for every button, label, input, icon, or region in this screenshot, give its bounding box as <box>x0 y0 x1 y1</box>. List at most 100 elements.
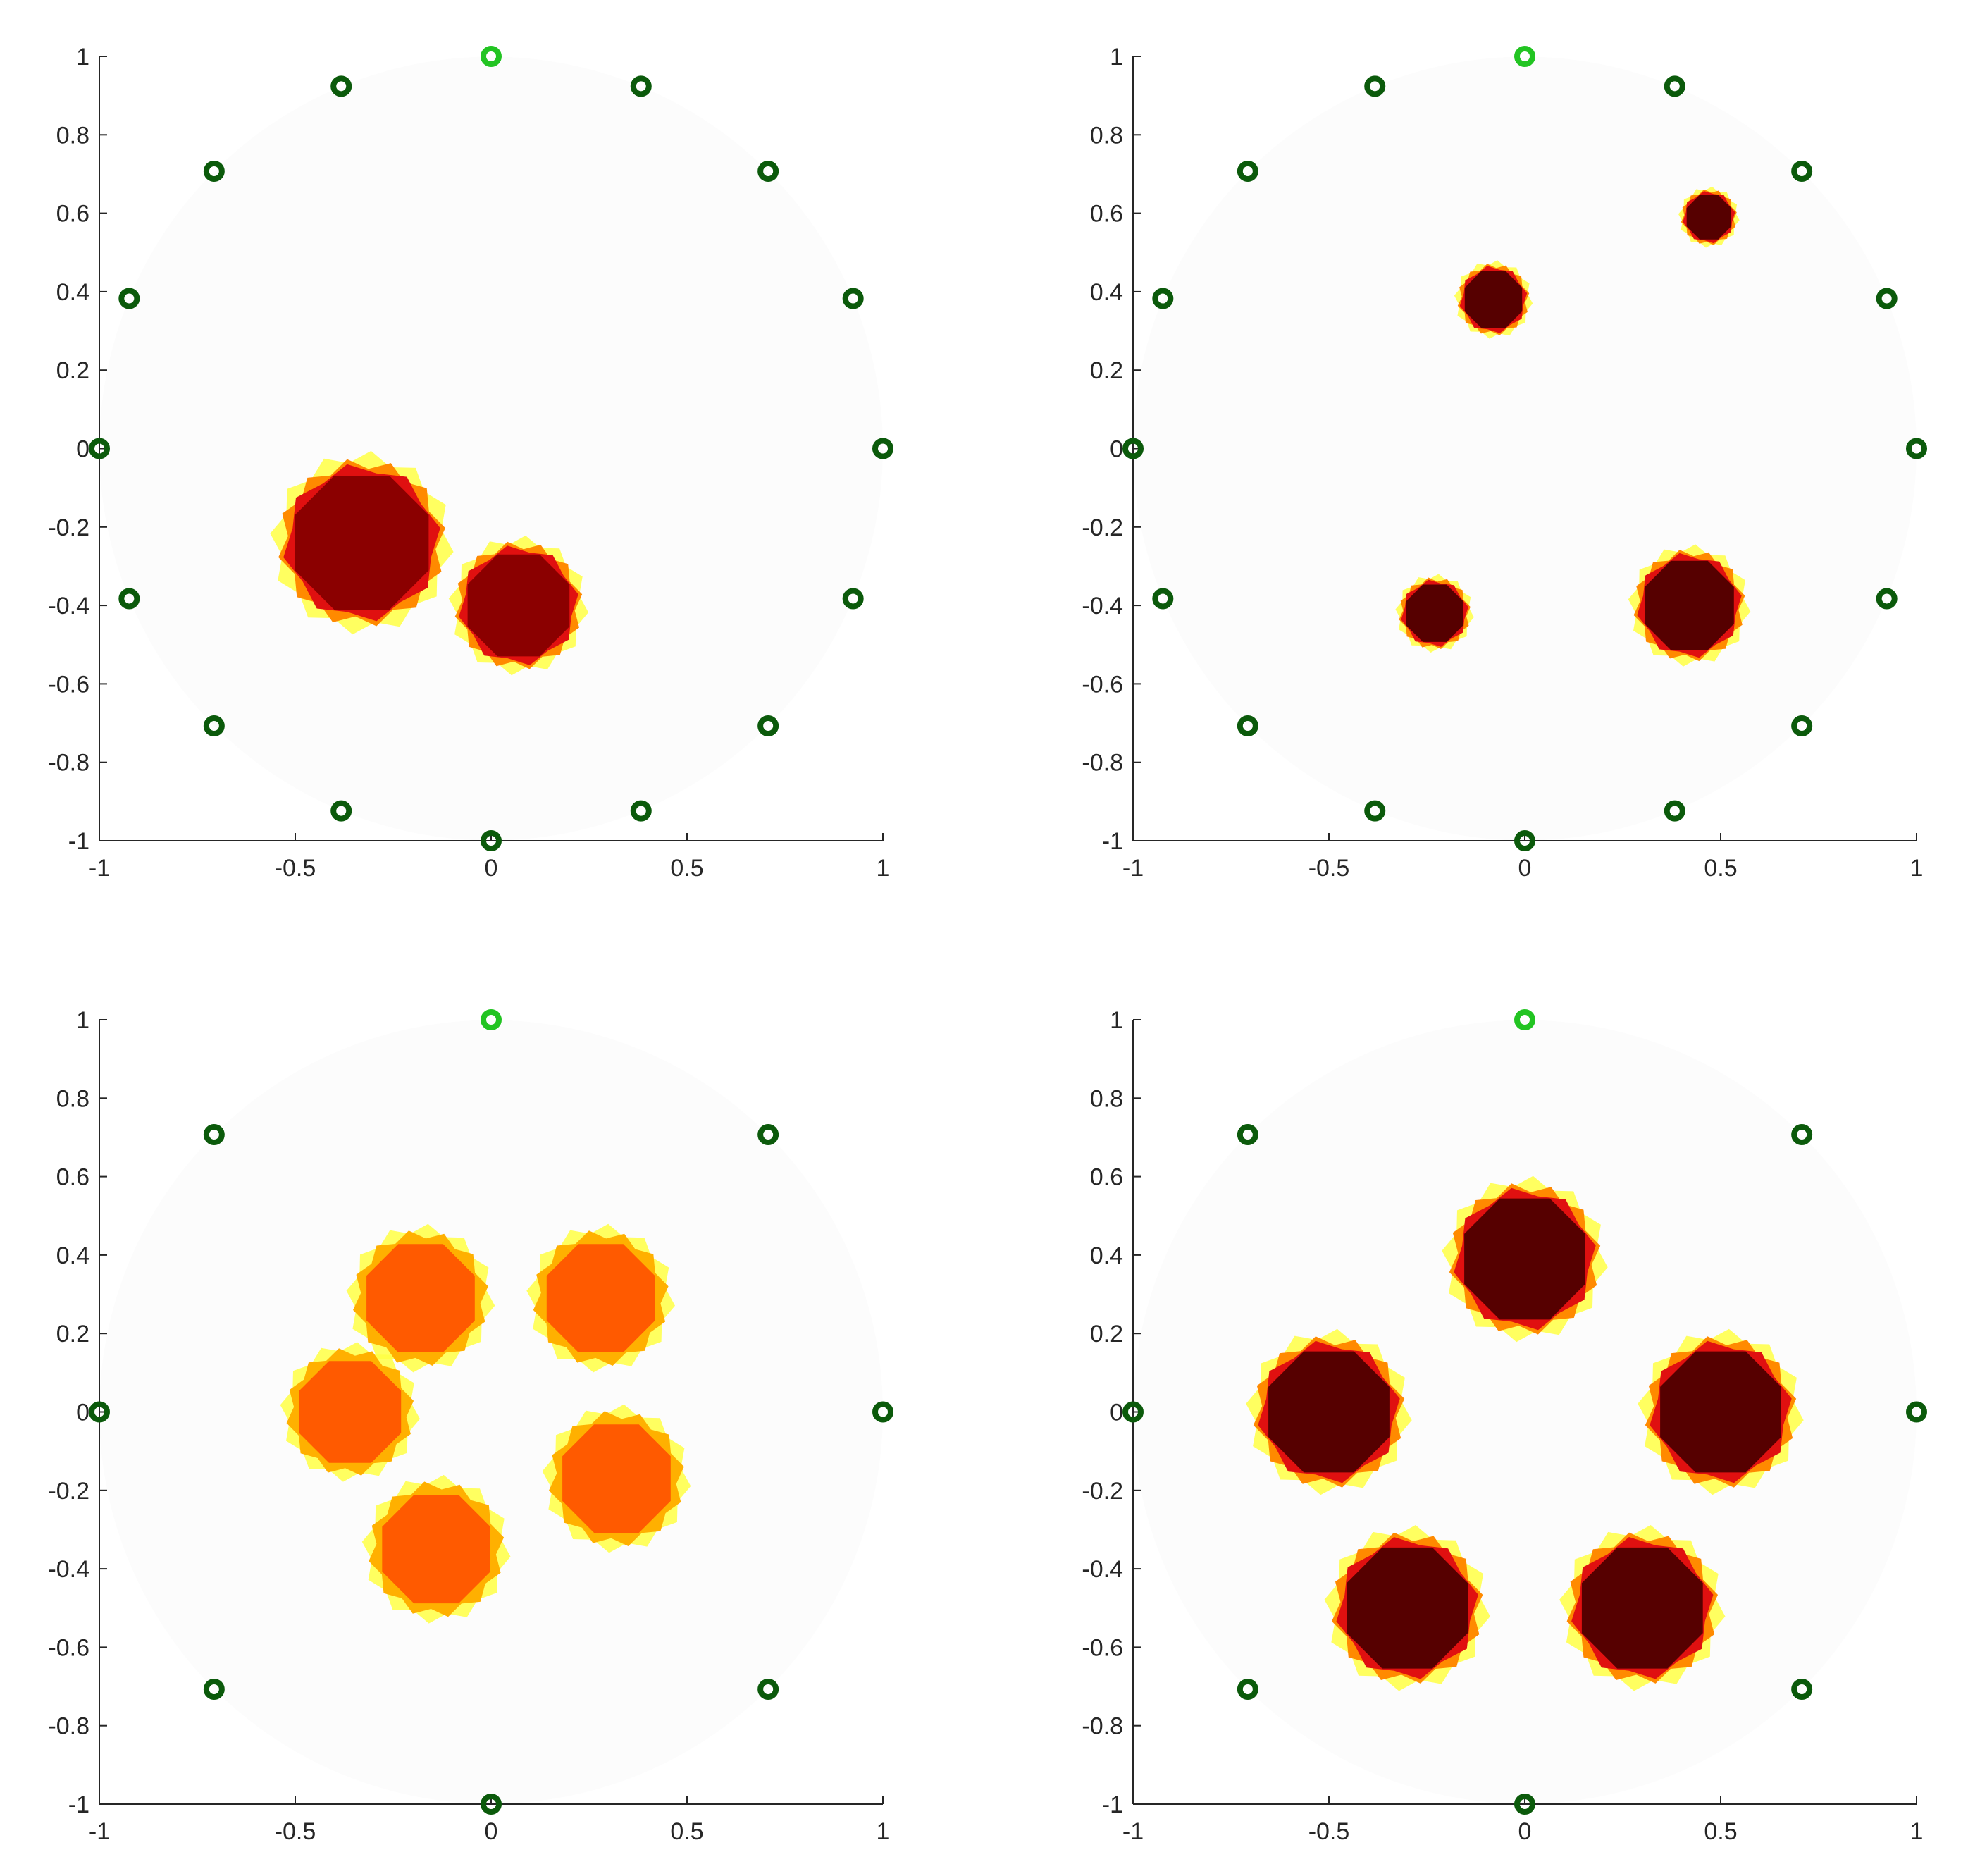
electrode-marker <box>842 288 864 309</box>
electrode-marker <box>203 1123 225 1145</box>
x-tick-label: 0 <box>485 855 498 882</box>
y-tick-label: -0.8 <box>1082 750 1123 777</box>
y-tick-label: -0.4 <box>1082 593 1123 619</box>
electrode-marker <box>757 1123 779 1145</box>
y-tick-label: 0.2 <box>1090 357 1123 384</box>
inclusion-core <box>467 554 570 657</box>
x-tick-label: 0.5 <box>1704 855 1737 882</box>
electrode-marker <box>1364 75 1386 97</box>
y-tick-label: -0.2 <box>1082 514 1123 541</box>
inclusion-1 <box>1454 260 1533 339</box>
electrode-marker <box>630 800 652 822</box>
electrode-marker <box>118 588 140 610</box>
y-tick-label: 0.8 <box>56 1085 89 1112</box>
inclusion-core <box>382 1495 490 1604</box>
x-tick-label: -0.5 <box>1308 855 1350 882</box>
electrode-marker <box>203 160 225 182</box>
y-tick-label: -0.6 <box>48 1634 89 1661</box>
y-tick-label: -1 <box>1102 1791 1123 1818</box>
electrode-marker-highlighted <box>481 1009 502 1030</box>
electrode-marker <box>1152 588 1174 610</box>
electrode-marker <box>1791 160 1813 182</box>
electrode-marker <box>330 800 352 822</box>
electrode-marker <box>1237 1679 1258 1701</box>
x-tick-label: -1 <box>1122 1818 1144 1845</box>
y-tick-label: -0.6 <box>1082 1634 1123 1661</box>
electrode-marker <box>118 288 140 309</box>
domain-disk <box>1133 56 1917 841</box>
y-tick-label: 0.4 <box>56 279 89 306</box>
y-tick-label: -1 <box>68 1791 89 1818</box>
inclusion-core <box>1347 1547 1468 1669</box>
x-tick-label: 1 <box>877 1818 890 1845</box>
inclusion-core <box>1464 271 1523 328</box>
electrode-marker <box>1664 75 1685 97</box>
electrode-marker <box>1237 715 1258 737</box>
inclusion-core <box>1645 560 1734 650</box>
inclusion-4 <box>1628 544 1751 667</box>
electrode-marker <box>330 75 352 97</box>
electrode-marker <box>630 75 652 97</box>
y-tick-label: -0.2 <box>1082 1478 1123 1505</box>
x-tick-label: -1 <box>89 1818 110 1845</box>
x-tick-label: 1 <box>877 855 890 882</box>
y-tick-label: 1 <box>1110 1007 1123 1034</box>
electrode-marker-highlighted <box>1514 1009 1535 1030</box>
electrode-marker-highlighted <box>481 46 502 67</box>
y-tick-label: -0.4 <box>48 1556 89 1583</box>
electrode-marker <box>1514 830 1535 851</box>
inclusion-core <box>1581 1547 1703 1669</box>
y-tick-label: 0.8 <box>56 122 89 149</box>
y-tick-label: -0.4 <box>1082 1556 1123 1583</box>
y-tick-label: -1 <box>1102 828 1123 855</box>
electrode-marker <box>89 438 110 459</box>
inclusion-5 <box>361 1474 511 1624</box>
electrode-marker <box>1876 588 1898 610</box>
electrode-marker <box>89 1401 110 1423</box>
y-tick-label: -0.2 <box>48 1478 89 1505</box>
electrode-marker <box>1364 800 1386 822</box>
x-tick-label: -1 <box>89 855 110 882</box>
electrode-marker <box>1791 1123 1813 1145</box>
inclusion-core <box>295 476 429 610</box>
x-tick-label: 0 <box>1518 855 1532 882</box>
inclusion-core <box>1406 584 1463 642</box>
y-tick-label: 0.6 <box>56 1164 89 1191</box>
electrode-marker <box>1876 288 1898 309</box>
inclusion-3 <box>1638 1328 1804 1495</box>
inclusion-core <box>366 1244 475 1352</box>
y-tick-label: 0.4 <box>56 1242 89 1269</box>
y-tick-label: 0.6 <box>1090 1164 1123 1191</box>
y-tick-label: 0.4 <box>1090 279 1123 306</box>
x-tick-label: 0.5 <box>670 855 703 882</box>
electrode-marker <box>481 1794 502 1815</box>
y-tick-label: -0.8 <box>48 1713 89 1740</box>
y-tick-label: 0.2 <box>56 357 89 384</box>
electrode-marker-highlighted <box>1514 46 1535 67</box>
electrode-marker <box>1237 160 1258 182</box>
electrode-marker <box>1906 438 1927 459</box>
electrode-marker <box>1122 438 1144 459</box>
electrode-marker <box>757 160 779 182</box>
y-tick-label: 0.2 <box>56 1321 89 1347</box>
electrode-marker <box>1791 715 1813 737</box>
electrode-marker <box>1906 1401 1927 1423</box>
inclusion-3 <box>280 1342 420 1482</box>
electrode-marker <box>757 1679 779 1701</box>
electrode-marker <box>1152 288 1174 309</box>
electrode-marker <box>1664 800 1685 822</box>
x-tick-label: 1 <box>1910 855 1924 882</box>
domain-disk <box>99 1020 883 1804</box>
y-tick-label: 1 <box>1110 44 1123 70</box>
y-tick-label: 0 <box>76 1400 89 1426</box>
inclusion-core <box>1268 1351 1390 1473</box>
inclusion-core <box>546 1244 655 1352</box>
inclusion-core <box>562 1424 671 1533</box>
y-tick-label: 1 <box>76 44 89 70</box>
panel-bottom-right: -1 -0.5 0 0.5 1 1 0.8 0.6 0.4 0.2 0 -0.2 -0.4 -0.6 -0.… <box>1082 1007 1927 1845</box>
electrode-marker <box>1514 1794 1535 1815</box>
inclusion-2 <box>1246 1328 1412 1495</box>
electrode-marker <box>842 588 864 610</box>
inclusion-5 <box>1559 1525 1726 1691</box>
